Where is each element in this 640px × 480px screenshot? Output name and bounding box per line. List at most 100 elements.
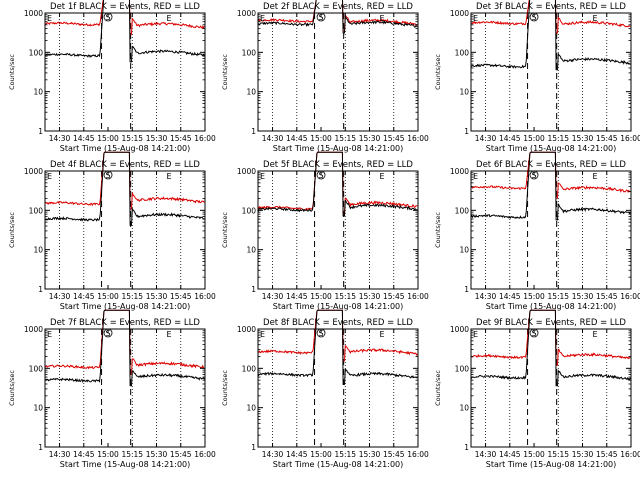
panel-title: Det 6f BLACK = Events, RED = LLD [476, 160, 626, 170]
y-tick-label: 1 [38, 127, 43, 136]
x-tick-label: 15:30 [572, 134, 594, 143]
x-axis-label: Start Time (15-Aug-08 14:21:00) [486, 302, 617, 311]
y-tick-label: 10 [459, 246, 469, 255]
x-tick-label: 15:45 [383, 134, 405, 143]
x-tick-label: 14:45 [73, 292, 95, 301]
end-marker: E [166, 330, 171, 339]
panel-title: Det 4f BLACK = Events, RED = LLD [50, 160, 200, 170]
y-tick-label: 10 [246, 88, 256, 97]
x-tick-label: 14:30 [475, 134, 497, 143]
start-marker: S [318, 171, 323, 180]
x-tick-label: 15:00 [523, 134, 545, 143]
start-marker-circle [316, 328, 326, 338]
panel-det-7: Det 7f BLACK = Events, RED = LLD 1 10 100 10… [8, 309, 216, 469]
y-tick-label: 100 [242, 206, 257, 215]
x-tick-label: 15:15 [547, 450, 569, 459]
plot-frame [44, 12, 206, 132]
series-lld [44, 0, 205, 35]
x-tick-label: 16:00 [620, 292, 640, 301]
x-tick-label: 15:30 [572, 450, 594, 459]
end-marker: E [166, 172, 171, 181]
panel-det-4: Det 4f BLACK = Events, RED = LLD 1 10 100 10… [8, 151, 216, 311]
x-tick-label: 14:45 [73, 450, 95, 459]
x-tick-label: 15:30 [146, 450, 168, 459]
y-axis-label: Counts/sec [221, 370, 229, 406]
x-tick-label: 14:30 [262, 134, 284, 143]
end-marker: E [379, 14, 384, 23]
x-tick-label: 15:30 [359, 292, 381, 301]
y-tick-label: 100 [29, 48, 44, 57]
x-tick-label: 15:15 [547, 134, 569, 143]
y-tick-label: 1 [251, 285, 256, 294]
x-tick-label: 15:15 [121, 292, 143, 301]
x-tick-label: 14:30 [49, 134, 71, 143]
y-tick-label: 1 [251, 443, 256, 452]
start-marker-circle [529, 12, 539, 22]
y-tick-label: 10 [33, 404, 43, 413]
start-marker-circle [529, 170, 539, 180]
x-tick-label: 14:45 [499, 292, 521, 301]
panel-det-5: Det 5f BLACK = Events, RED = LLD 1 10 100 10… [221, 151, 429, 311]
end-marker: E [260, 14, 265, 23]
x-tick-label: 15:00 [310, 134, 332, 143]
end-marker: E [379, 330, 384, 339]
plot-frame [44, 328, 206, 448]
x-tick-label: 15:15 [334, 292, 356, 301]
x-tick-label: 15:45 [170, 292, 192, 301]
y-tick-label: 1000 [450, 9, 469, 18]
y-tick-label: 1 [38, 443, 43, 452]
start-marker-circle [316, 170, 326, 180]
start-marker-circle [103, 328, 113, 338]
y-tick-label: 10 [246, 404, 256, 413]
x-tick-label: 15:45 [170, 450, 192, 459]
y-tick-label: 1 [464, 285, 469, 294]
plot-frame [44, 170, 206, 290]
end-marker: E [166, 14, 171, 23]
panel-det-1: Det 1f BLACK = Events, RED = LLD 1 10 100 10… [8, 0, 216, 153]
y-tick-label: 10 [33, 88, 43, 97]
end-marker: E [47, 172, 52, 181]
series-events [257, 0, 418, 34]
x-tick-label: 15:15 [121, 450, 143, 459]
x-tick-label: 14:45 [499, 134, 521, 143]
x-tick-label: 14:45 [286, 292, 308, 301]
x-tick-label: 16:00 [407, 134, 429, 143]
x-axis-label: Start Time (15-Aug-08 14:21:00) [486, 460, 617, 469]
y-axis-label: Counts/sec [434, 370, 442, 406]
panel-title: Det 2f BLACK = Events, RED = LLD [263, 2, 413, 12]
x-axis-label: Start Time (15-Aug-08 14:21:00) [60, 460, 191, 469]
x-tick-label: 15:30 [146, 292, 168, 301]
x-axis-label: Start Time (15-Aug-08 14:21:00) [273, 302, 404, 311]
y-tick-label: 1000 [237, 167, 256, 176]
y-tick-label: 1000 [237, 325, 256, 334]
start-marker: S [105, 329, 110, 338]
y-tick-label: 100 [455, 206, 470, 215]
series-events [44, 0, 205, 63]
y-tick-label: 1000 [24, 167, 43, 176]
x-tick-label: 14:45 [499, 450, 521, 459]
x-tick-label: 16:00 [194, 450, 216, 459]
x-tick-label: 15:45 [383, 450, 405, 459]
x-tick-label: 16:00 [620, 450, 640, 459]
end-marker: E [47, 330, 52, 339]
x-tick-label: 14:45 [286, 134, 308, 143]
series-events [44, 151, 205, 226]
start-marker-circle [103, 12, 113, 22]
x-tick-label: 15:45 [596, 134, 618, 143]
x-tick-label: 15:00 [97, 134, 119, 143]
x-tick-label: 16:00 [407, 450, 429, 459]
panel-det-8: Det 8f BLACK = Events, RED = LLD 1 10 100 10… [221, 309, 429, 469]
y-tick-label: 1 [464, 443, 469, 452]
plot-frame [470, 328, 632, 448]
x-tick-label: 14:45 [73, 134, 95, 143]
y-tick-label: 1000 [24, 325, 43, 334]
x-tick-label: 15:00 [310, 450, 332, 459]
x-tick-label: 15:00 [523, 292, 545, 301]
x-tick-label: 14:30 [475, 292, 497, 301]
x-tick-label: 15:45 [170, 134, 192, 143]
x-tick-label: 15:15 [334, 450, 356, 459]
end-marker: E [592, 14, 597, 23]
x-tick-label: 16:00 [194, 292, 216, 301]
y-tick-label: 1 [251, 127, 256, 136]
